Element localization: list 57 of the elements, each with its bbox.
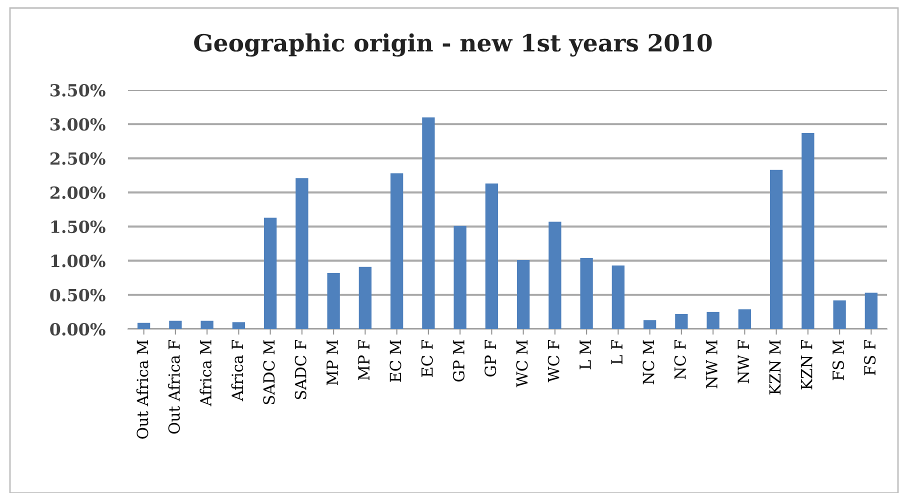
bar xyxy=(802,133,814,329)
x-tick-label: Africa F xyxy=(231,340,244,402)
x-tick-label: NW F xyxy=(738,340,750,384)
y-tick-label: 0.50% xyxy=(50,288,106,302)
y-tick-label: 3.00% xyxy=(50,118,106,131)
x-tick-label: FS M xyxy=(832,340,844,380)
bar xyxy=(675,314,688,329)
y-tick-label: 0.00% xyxy=(50,322,106,336)
bar xyxy=(232,322,246,329)
x-tick-label: KZN F xyxy=(801,340,812,390)
x-tick-label: NC F xyxy=(674,340,686,380)
bar xyxy=(516,260,530,329)
bar xyxy=(864,292,878,329)
x-tick-label: Africa M xyxy=(200,340,212,406)
bar xyxy=(833,300,846,329)
y-tick-label: 2.00% xyxy=(50,186,106,199)
x-tick-label: MP F xyxy=(358,340,370,380)
bar xyxy=(706,312,720,329)
bar xyxy=(643,320,656,329)
bar xyxy=(485,184,498,329)
x-tick-label: L M xyxy=(580,340,591,370)
x-tick-label: NC M xyxy=(642,340,654,384)
chart-title: Geographic origin - new 1st years 2010 xyxy=(194,33,712,57)
x-tick-label: EC F xyxy=(421,340,433,377)
x-tick-label: GP M xyxy=(452,340,464,382)
y-tick-label: 1.00% xyxy=(51,254,106,268)
x-tick-label: KZN M xyxy=(769,340,781,394)
x-tick-label: FS F xyxy=(864,340,876,376)
y-tick-label: 2.50% xyxy=(50,152,106,165)
bar xyxy=(770,170,783,329)
x-tick-label: Out Africa F xyxy=(168,340,180,434)
x-tick-label: GP F xyxy=(484,340,496,376)
bar xyxy=(169,320,182,329)
x-tick-label: SADC F xyxy=(294,340,306,400)
x-tick-label: Out Africa M xyxy=(136,340,148,439)
y-tick-label: 3.50% xyxy=(50,84,106,97)
bar xyxy=(296,178,308,329)
bar xyxy=(548,222,562,329)
bar xyxy=(327,273,340,329)
x-tick-label: SADC M xyxy=(263,340,275,404)
bar xyxy=(264,218,277,329)
x-tick-label: L F xyxy=(611,340,622,364)
x-tick-label: WC F xyxy=(548,340,560,382)
x-tick-label: NW M xyxy=(706,340,718,388)
bar xyxy=(358,266,372,329)
bar xyxy=(422,117,435,329)
bar xyxy=(580,258,593,329)
bar xyxy=(200,320,214,329)
x-tick-label: MP M xyxy=(326,340,338,386)
x-tick-label: EC M xyxy=(390,340,402,382)
bar xyxy=(738,309,752,329)
bar xyxy=(612,265,625,329)
bar xyxy=(390,173,404,329)
y-tick-label: 1.50% xyxy=(51,220,106,234)
bar xyxy=(137,322,150,329)
x-tick-label: WC M xyxy=(516,340,528,388)
bar xyxy=(454,226,466,329)
